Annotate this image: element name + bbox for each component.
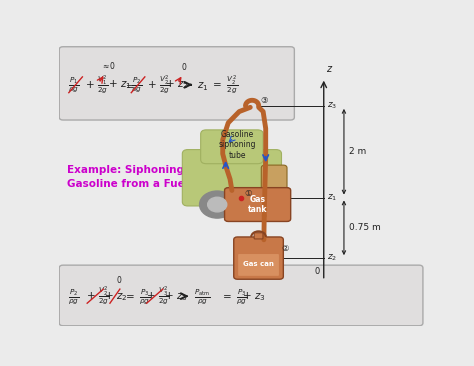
Text: $+\ z_1$: $+\ z_1$ (108, 78, 132, 91)
Text: $+\ z_2$: $+\ z_2$ (165, 78, 188, 91)
Text: 0.75 m: 0.75 m (349, 223, 381, 232)
Text: $\frac{P_1}{\rho g}$: $\frac{P_1}{\rho g}$ (68, 75, 80, 94)
Text: ①: ① (245, 189, 252, 198)
Text: Gasoline
siphoning
tube: Gasoline siphoning tube (219, 130, 256, 160)
Text: $+\ \frac{V_2^2}{2g}$: $+\ \frac{V_2^2}{2g}$ (86, 285, 109, 307)
Text: $+\ z_2$: $+\ z_2$ (104, 290, 128, 303)
Text: $=$: $=$ (123, 80, 135, 90)
Text: 2 m: 2 m (349, 147, 367, 156)
Text: $z$: $z$ (326, 64, 333, 74)
Text: $z_2$: $z_2$ (327, 253, 337, 264)
FancyBboxPatch shape (182, 150, 282, 206)
Text: ②: ② (282, 244, 289, 253)
FancyBboxPatch shape (234, 237, 283, 279)
Text: $=\ \frac{P_3}{\rho g}$: $=\ \frac{P_3}{\rho g}$ (220, 287, 247, 306)
FancyBboxPatch shape (59, 265, 423, 326)
FancyBboxPatch shape (225, 188, 291, 221)
Text: $0$: $0$ (116, 274, 123, 285)
Text: $0$: $0$ (314, 265, 320, 276)
Text: Gas can: Gas can (243, 261, 274, 266)
Text: $\frac{P_2}{\rho g}$: $\frac{P_2}{\rho g}$ (131, 75, 142, 94)
Text: $+\ z_3$: $+\ z_3$ (164, 290, 188, 303)
Text: $=\ \frac{P_3}{\rho g}$: $=\ \frac{P_3}{\rho g}$ (123, 287, 150, 306)
FancyBboxPatch shape (238, 254, 279, 276)
Text: $z_1$: $z_1$ (327, 192, 337, 203)
FancyBboxPatch shape (59, 47, 294, 120)
Text: $\approx\!0$: $\approx\!0$ (101, 60, 115, 71)
Text: Gas
tank: Gas tank (248, 195, 267, 214)
Text: $\frac{P_2}{\rho g}$: $\frac{P_2}{\rho g}$ (68, 287, 80, 306)
Text: $+\ \frac{V_1^2}{2g}$: $+\ \frac{V_1^2}{2g}$ (85, 74, 108, 96)
Text: $z_3$: $z_3$ (327, 101, 337, 111)
FancyBboxPatch shape (261, 165, 287, 199)
FancyBboxPatch shape (254, 233, 263, 239)
Text: $+\ z_3$: $+\ z_3$ (242, 290, 265, 303)
Text: $z_1\ =\ \frac{V_2^2}{2g}$: $z_1\ =\ \frac{V_2^2}{2g}$ (197, 74, 238, 96)
Circle shape (200, 191, 235, 218)
Text: $+\ \frac{V_3^2}{2g}$: $+\ \frac{V_3^2}{2g}$ (146, 285, 169, 307)
Text: Example: Siphoning Out
Gasoline from a Fuel Tank: Example: Siphoning Out Gasoline from a F… (66, 165, 219, 189)
FancyBboxPatch shape (201, 130, 263, 164)
Text: ③: ③ (261, 96, 268, 105)
Text: $\frac{P_{\rm atm}}{\rho g}$: $\frac{P_{\rm atm}}{\rho g}$ (194, 287, 211, 306)
Circle shape (208, 197, 227, 212)
Text: $0$: $0$ (181, 61, 188, 72)
Text: $+\ \frac{V_2^2}{2g}$: $+\ \frac{V_2^2}{2g}$ (147, 74, 171, 96)
